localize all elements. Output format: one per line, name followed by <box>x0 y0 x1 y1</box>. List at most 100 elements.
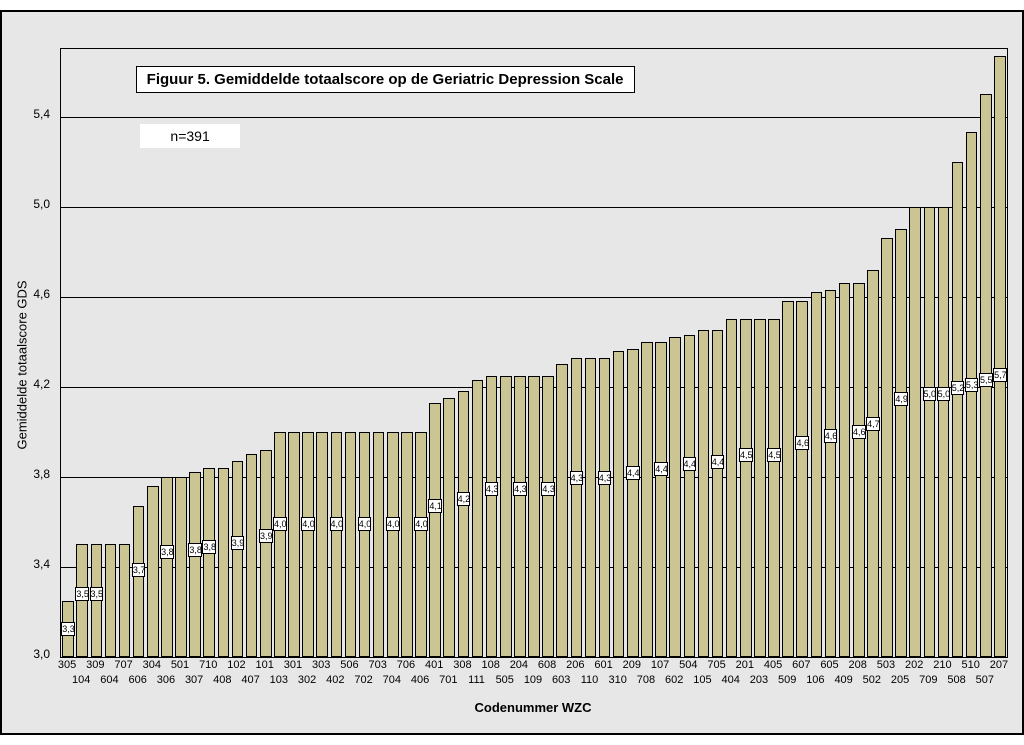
bar <box>514 376 526 657</box>
bar-value-label: 4,6 <box>852 425 866 439</box>
bar-value-label: 5,0 <box>937 387 951 401</box>
xtick-label: 710 <box>194 659 222 671</box>
bar <box>924 207 936 657</box>
xtick-label: 303 <box>307 659 335 671</box>
xtick-label: 701 <box>434 674 462 686</box>
bar-value-label: 4,0 <box>273 517 287 531</box>
bar <box>811 292 823 657</box>
bar-value-label: 4,5 <box>767 448 781 462</box>
bar <box>641 342 653 657</box>
bar <box>161 477 173 657</box>
bar <box>486 376 498 657</box>
xtick-label: 408 <box>208 674 236 686</box>
chart-title: Figuur 5. Gemiddelde totaalscore op de G… <box>136 66 635 93</box>
chart-container: 3,33,53,53,73,83,83,83,93,94,04,04,04,04… <box>0 10 1024 735</box>
xtick-label: 305 <box>53 659 81 671</box>
xtick-label: 707 <box>110 659 138 671</box>
xtick-label: 502 <box>858 674 886 686</box>
xtick-label: 105 <box>688 674 716 686</box>
bar-value-label: 3,9 <box>231 536 245 550</box>
bar <box>867 270 879 657</box>
xtick-label: 501 <box>166 659 194 671</box>
xtick-label: 205 <box>886 674 914 686</box>
bar <box>119 544 131 657</box>
bar <box>966 132 978 657</box>
xtick-label: 705 <box>703 659 731 671</box>
bar <box>260 450 272 657</box>
xtick-label: 605 <box>816 659 844 671</box>
xtick-label: 208 <box>844 659 872 671</box>
bar <box>684 335 696 657</box>
xtick-label: 102 <box>222 659 250 671</box>
xtick-label: 604 <box>95 674 123 686</box>
bar <box>246 454 258 657</box>
bar <box>712 330 724 657</box>
bar <box>359 432 371 657</box>
bar-value-label: 3,8 <box>202 540 216 554</box>
bar-value-label: 4,3 <box>598 471 612 485</box>
ytick-label: 5,0 <box>33 197 50 211</box>
bar <box>895 229 907 657</box>
bar-value-label: 4,0 <box>301 517 315 531</box>
bar <box>232 461 244 657</box>
bar-value-label: 4,4 <box>654 462 668 476</box>
xtick-label: 402 <box>321 674 349 686</box>
xtick-label: 706 <box>392 659 420 671</box>
xtick-label: 107 <box>646 659 674 671</box>
bar <box>345 432 357 657</box>
xtick-label: 302 <box>293 674 321 686</box>
xtick-label: 203 <box>745 674 773 686</box>
bar-value-label: 4,4 <box>626 466 640 480</box>
xtick-label: 310 <box>604 674 632 686</box>
xtick-label: 304 <box>138 659 166 671</box>
xtick-label: 103 <box>265 674 293 686</box>
xtick-label: 109 <box>519 674 547 686</box>
bar <box>316 432 328 657</box>
xtick-label: 110 <box>575 674 603 686</box>
xtick-label: 201 <box>731 659 759 671</box>
bar-value-label: 5,0 <box>923 387 937 401</box>
xtick-label: 506 <box>335 659 363 671</box>
bar <box>373 432 385 657</box>
bar <box>542 376 554 657</box>
bar <box>472 380 484 657</box>
xtick-label: 708 <box>632 674 660 686</box>
xtick-label: 407 <box>237 674 265 686</box>
bar <box>782 301 794 657</box>
bar-value-label: 3,8 <box>160 545 174 559</box>
xtick-label: 210 <box>928 659 956 671</box>
bar-value-label: 4,9 <box>894 392 908 406</box>
bar-value-label: 3,5 <box>75 587 89 601</box>
bar <box>952 162 964 657</box>
bar <box>528 376 540 657</box>
x-axis-label: Codenummer WZC <box>60 700 1006 715</box>
xtick-label: 504 <box>674 659 702 671</box>
bar <box>203 468 215 657</box>
xtick-label: 608 <box>533 659 561 671</box>
gridline <box>61 297 1007 298</box>
bar-value-label: 4,3 <box>570 471 584 485</box>
bar <box>796 301 808 657</box>
bar <box>669 337 681 657</box>
xtick-label: 704 <box>378 674 406 686</box>
xtick-label: 108 <box>477 659 505 671</box>
bar-value-label: 4,6 <box>795 436 809 450</box>
bar <box>133 506 145 657</box>
xtick-label: 406 <box>406 674 434 686</box>
xtick-label: 111 <box>463 674 491 686</box>
bar <box>556 364 568 657</box>
bar <box>627 349 639 658</box>
bar-value-label: 4,7 <box>866 417 880 431</box>
ytick-label: 3,4 <box>33 557 50 571</box>
bar <box>288 432 300 657</box>
xtick-label: 603 <box>547 674 575 686</box>
bar <box>768 319 780 657</box>
ytick-label: 5,4 <box>33 107 50 121</box>
xtick-label: 101 <box>251 659 279 671</box>
bar <box>387 432 399 657</box>
xtick-label: 405 <box>759 659 787 671</box>
bar-value-label: 5,5 <box>979 373 993 387</box>
bar-value-label: 3,8 <box>188 543 202 557</box>
xtick-label: 202 <box>900 659 928 671</box>
bar-value-label: 4,6 <box>824 429 838 443</box>
